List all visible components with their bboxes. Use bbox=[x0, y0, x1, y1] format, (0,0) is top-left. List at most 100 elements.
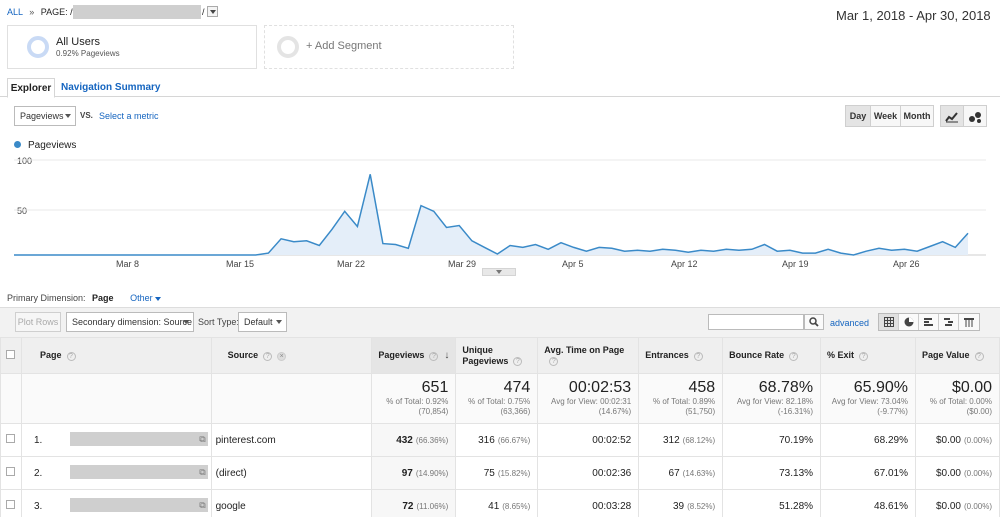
row-checkbox[interactable] bbox=[6, 500, 16, 509]
totals-page-value: $0.00% of Total: 0.00% ($0.00) bbox=[914, 373, 1000, 424]
row-value: $0.00 bbox=[935, 500, 961, 512]
row-bounce: 70.19% bbox=[722, 423, 822, 457]
week-button[interactable]: Week bbox=[870, 105, 901, 127]
select-metric-link[interactable]: Select a metric bbox=[99, 111, 159, 121]
advanced-filter-link[interactable]: advanced bbox=[830, 318, 870, 328]
open-page-icon[interactable]: ⧉ bbox=[199, 467, 206, 477]
help-icon[interactable]: ? bbox=[974, 351, 984, 361]
segment-ring-icon bbox=[27, 36, 49, 58]
secondary-dimension-value: Secondary dimension: Source bbox=[72, 317, 193, 327]
table-row: 3. ⧉ google 72 (11.06%) 41 (8.65%) 00:03:28… bbox=[0, 489, 1000, 517]
performance-view-button[interactable] bbox=[919, 314, 939, 330]
chart-collapse-handle[interactable] bbox=[482, 268, 516, 276]
day-button[interactable]: Day bbox=[845, 105, 871, 127]
header-pageviews[interactable]: Pageviews? ↓ bbox=[371, 337, 457, 374]
header-unique-pageviews[interactable]: Unique Pageviews? bbox=[455, 337, 539, 374]
remove-dimension-icon[interactable]: × bbox=[277, 351, 287, 361]
header-exit[interactable]: % Exit? bbox=[820, 337, 916, 374]
help-icon[interactable]: ? bbox=[66, 351, 76, 361]
row-value-pct: (0.00%) bbox=[963, 501, 992, 511]
totals-subtext: (70,854) bbox=[418, 407, 449, 416]
sort-descending-icon: ↓ bbox=[444, 350, 450, 361]
row-unique-cell: 75 (15.82%) bbox=[455, 456, 539, 490]
help-icon[interactable]: ? bbox=[859, 351, 869, 361]
totals-value: 651 bbox=[421, 379, 449, 396]
header-entrances[interactable]: Entrances? bbox=[638, 337, 724, 374]
x-tick-label: Apr 12 bbox=[671, 259, 698, 269]
row-value-cell: $0.00 (0.00%) bbox=[914, 423, 1000, 457]
breadcrumb: ALL » PAGE: /v bbox=[7, 7, 77, 17]
open-page-icon[interactable]: ⧉ bbox=[199, 500, 206, 510]
totals-subtext: (63,366) bbox=[500, 407, 531, 416]
motion-chart-button[interactable] bbox=[963, 105, 987, 127]
header-page-value-label: Page Value bbox=[921, 350, 970, 361]
redacted-page-path[interactable] bbox=[69, 465, 208, 479]
pageviews-chart bbox=[14, 159, 986, 256]
row-pageviews: 97 bbox=[401, 467, 413, 479]
comparison-view-button[interactable] bbox=[939, 314, 959, 330]
tab-explorer[interactable]: Explorer bbox=[7, 78, 55, 98]
open-page-icon[interactable]: ⧉ bbox=[199, 434, 206, 444]
pie-view-button[interactable] bbox=[899, 314, 919, 330]
line-chart-button[interactable] bbox=[940, 105, 964, 127]
totals-value: 458 bbox=[688, 379, 716, 396]
totals-avg-time: 00:02:53 Avg for View: 00:02:31 (14.67%) bbox=[537, 373, 640, 424]
row-pageviews-cell: 97 (14.90%) bbox=[371, 456, 457, 490]
header-page-value[interactable]: Page Value? bbox=[914, 337, 1000, 374]
help-icon[interactable]: ? bbox=[429, 351, 439, 361]
row-unique-pct: (66.67%) bbox=[497, 435, 531, 445]
plot-rows-button[interactable]: Plot Rows bbox=[15, 312, 61, 332]
breadcrumb-page-end: / bbox=[202, 7, 205, 17]
totals-empty-cell bbox=[0, 373, 22, 424]
row-value-pct: (0.00%) bbox=[963, 435, 992, 445]
header-entrances-label: Entrances bbox=[645, 350, 689, 361]
date-range-picker[interactable]: Mar 1, 2018 - Apr 30, 2018 bbox=[836, 8, 1000, 23]
row-entrances-cell: 39 (8.52%) bbox=[638, 489, 724, 517]
table-filter-input[interactable] bbox=[708, 314, 804, 330]
bar-list-icon bbox=[923, 318, 933, 326]
help-icon[interactable]: ? bbox=[789, 351, 799, 361]
help-icon[interactable]: ? bbox=[549, 356, 559, 366]
row-entrances: 312 bbox=[662, 434, 680, 446]
month-button[interactable]: Month bbox=[900, 105, 934, 127]
sort-type-select[interactable]: Default bbox=[238, 312, 287, 332]
redacted-page-path[interactable] bbox=[69, 432, 208, 446]
primary-dimension-page[interactable]: Page bbox=[92, 293, 114, 303]
page-dropdown-button[interactable] bbox=[207, 6, 218, 17]
segment-card-all-users[interactable]: All Users 0.92% Pageviews bbox=[7, 25, 257, 69]
help-icon[interactable]: ? bbox=[263, 351, 273, 361]
breadcrumb-all-link[interactable]: ALL bbox=[7, 7, 23, 17]
row-checkbox-cell bbox=[0, 423, 22, 457]
add-segment-card[interactable]: + Add Segment bbox=[264, 25, 514, 69]
table-header-row: Page? Source? × Pageviews? ↓ Unique Pagevi… bbox=[0, 337, 1000, 374]
search-button[interactable] bbox=[804, 314, 824, 330]
help-icon[interactable]: ? bbox=[693, 351, 703, 361]
header-page-label: Page bbox=[39, 350, 62, 361]
comparison-icon bbox=[943, 318, 953, 326]
row-page-cell: 2. ⧉ bbox=[20, 456, 212, 490]
tab-navigation-summary[interactable]: Navigation Summary bbox=[61, 82, 161, 93]
select-all-checkbox[interactable] bbox=[6, 350, 15, 359]
header-bounce-rate[interactable]: Bounce Rate? bbox=[722, 337, 822, 374]
row-checkbox[interactable] bbox=[6, 467, 16, 476]
add-segment-label: + Add Segment bbox=[306, 40, 382, 52]
totals-bounce: 68.78% Avg for View: 82.18% (-16.31%) bbox=[722, 373, 822, 424]
data-table-view-button[interactable] bbox=[879, 314, 899, 330]
help-icon[interactable]: ? bbox=[513, 356, 523, 366]
secondary-dimension-select[interactable]: Secondary dimension: Source bbox=[66, 312, 194, 332]
totals-row: 651% of Total: 0.92% (70,854) 474% of Tot… bbox=[0, 373, 1000, 424]
row-pageviews-pct: (14.90%) bbox=[415, 468, 449, 478]
vs-label: VS. bbox=[80, 111, 93, 120]
header-avg-time[interactable]: Avg. Time on Page? bbox=[537, 337, 640, 374]
row-unique-pct: (15.82%) bbox=[497, 468, 531, 478]
header-page[interactable]: Page? bbox=[20, 337, 212, 374]
primary-dimension-other[interactable]: Other bbox=[130, 293, 153, 303]
header-source[interactable]: Source? × bbox=[210, 337, 373, 374]
pivot-view-button[interactable] bbox=[959, 314, 979, 330]
redacted-page-path[interactable] bbox=[69, 498, 208, 512]
primary-dimension-bar: Primary Dimension: Page Other bbox=[7, 293, 162, 303]
row-pageviews: 432 bbox=[396, 434, 413, 446]
row-checkbox[interactable] bbox=[6, 434, 16, 443]
totals-empty-cell bbox=[20, 373, 212, 424]
metric-select[interactable]: Pageviews bbox=[14, 106, 76, 126]
